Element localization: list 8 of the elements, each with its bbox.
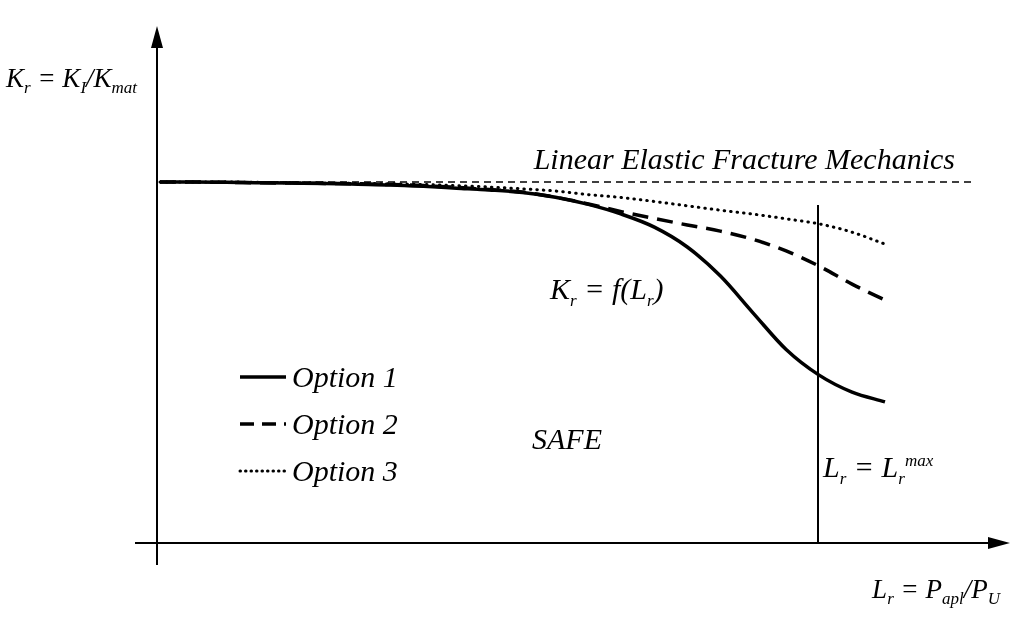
legend-label: Option 2: [292, 406, 398, 441]
ref-line-label: Linear Elastic Fracture Mechanics: [533, 142, 955, 175]
legend-label: Option 3: [292, 453, 398, 488]
annotation: SAFE: [532, 422, 602, 455]
y-axis-title: K$_{r}$ = K$_{I}$/K$_{mat}$: [6, 63, 138, 99]
legend-label: Option 1: [292, 359, 398, 394]
x-axis-title: L$_{r}$ = P$_{apl}$/P$_{U}$: [872, 574, 1000, 610]
annotation: K$_{r}$ = f(L$_{r}$): [550, 272, 664, 311]
